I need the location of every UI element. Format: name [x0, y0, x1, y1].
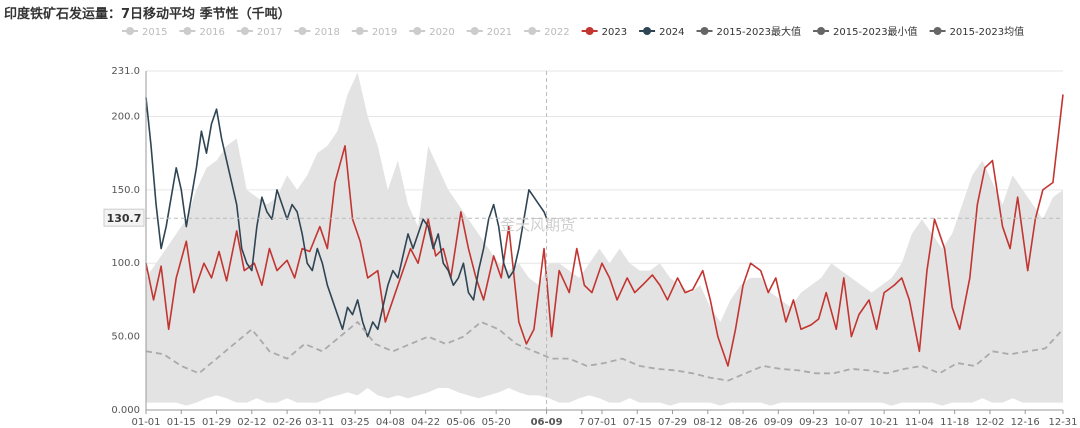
legend-label: 2024 — [659, 27, 684, 38]
legend-item-2023[interactable]: 2023 — [581, 27, 627, 38]
legend-label: 2017 — [257, 27, 282, 38]
legend-item-2017[interactable]: 2017 — [236, 27, 282, 38]
x-tick-label: 03-11 — [305, 417, 334, 428]
x-tick-label: 12-31 — [1048, 417, 1077, 428]
legend-label: 2020 — [429, 27, 454, 38]
legend-marker — [700, 27, 709, 35]
legend-label: 2015-2023均值 — [950, 25, 1025, 38]
x-tick-label: 12-02 — [975, 417, 1004, 428]
legend-marker — [240, 27, 249, 35]
legend-marker — [298, 27, 307, 35]
legend-label: 2018 — [314, 27, 339, 38]
x-tick-label: 09-23 — [799, 417, 828, 428]
x-tick-label: 07-15 — [623, 417, 652, 428]
legend-item-2021[interactable]: 2021 — [466, 27, 512, 38]
legend-label: 2015 — [142, 27, 167, 38]
chart-legend[interactable]: 2015 2016 2017 2018 2019 2020 2021 2022 2023 2024… — [122, 25, 1024, 38]
legend-label: 2022 — [544, 27, 569, 38]
y-tick-label: 150.0 — [111, 185, 140, 196]
x-tick-label: 02-12 — [237, 417, 266, 428]
x-tick-label: 11-18 — [940, 417, 969, 428]
y-tick-label: 50.00 — [111, 332, 140, 343]
x-tick-label: 01-01 — [131, 417, 160, 428]
legend-item-2018[interactable]: 2018 — [294, 27, 340, 38]
legend-label: 2015-2023最小值 — [833, 25, 918, 38]
legend-label: 2019 — [372, 27, 397, 38]
legend-item-2015-2023最小值[interactable]: 2015-2023最小值 — [813, 25, 918, 38]
legend-item-2022[interactable]: 2022 — [524, 27, 570, 38]
series-line-2023 — [145, 94, 1064, 367]
legend-item-2015-2023最大值[interactable]: 2015-2023最大值 — [696, 25, 802, 38]
y-tick-label: 100.0 — [111, 258, 140, 269]
x-tick-label: 12-16 — [1011, 417, 1040, 428]
legend-item-2019[interactable]: 2019 — [351, 27, 397, 38]
x-tick-label: 7 — [579, 417, 585, 428]
legend-item-2015-2023均值[interactable]: 2015-2023均值 — [929, 25, 1025, 38]
legend-marker — [126, 27, 134, 35]
y-tick-label: 0.000 — [111, 405, 140, 416]
legend-marker — [355, 27, 364, 35]
series-line-2024 — [145, 97, 548, 338]
x-tick-label: 02-26 — [273, 417, 302, 428]
series-lines — [145, 94, 1064, 382]
x-tick-label: 03-25 — [341, 417, 370, 428]
legend-marker — [183, 27, 192, 35]
chart-title: 印度铁矿石发运量：7日移动平均 季节性（千吨） — [4, 7, 291, 22]
x-tick-label: 04-08 — [376, 417, 405, 428]
x-tick-label: 05-06 — [446, 417, 475, 428]
max-min-area — [146, 72, 1063, 406]
legend-label: 2021 — [487, 27, 512, 38]
x-axis: 01-01 01-15 01-29 02-12 02-26 03-11 03-25 04-08… — [131, 409, 1078, 428]
series-line-2015-2023均值 — [145, 321, 1064, 382]
watermark: 金天风期货 — [500, 216, 575, 234]
x-tick-label: 01-29 — [202, 417, 231, 428]
legend-label: 2016 — [199, 27, 224, 38]
legend-marker — [528, 27, 537, 35]
y-tick-label: 231.0 — [111, 66, 140, 77]
x-tick-label: 05-20 — [482, 417, 511, 428]
legend-item-2015[interactable]: 2015 — [122, 27, 167, 38]
legend-marker — [413, 27, 422, 35]
x-tick-label: 07-01 — [587, 417, 616, 428]
x-tick-label: 10-07 — [834, 417, 863, 428]
legend-item-2020[interactable]: 2020 — [409, 27, 455, 38]
legend-marker — [933, 27, 942, 35]
legend-item-2024[interactable]: 2024 — [639, 27, 685, 38]
max-min-band — [146, 72, 1063, 406]
x-tick-label: 08-26 — [729, 417, 758, 428]
x-tick-label: 09-09 — [764, 417, 793, 428]
x-tick-label: 01-15 — [167, 417, 196, 428]
crosshair-value-box — [103, 208, 145, 227]
y-axis: 0.000 50.00 100.0 150.0 200.0 231.0 — [111, 66, 147, 416]
legend-marker — [643, 27, 652, 35]
x-tick-label: 11-04 — [905, 417, 934, 428]
crosshair-value-label: 130.7 — [107, 212, 142, 225]
legend-label: 2015-2023最大值 — [717, 25, 802, 38]
crosshair: 130.7 — [103, 71, 1063, 410]
y-tick-label: 200.0 — [111, 111, 140, 122]
legend-marker — [817, 27, 826, 35]
legend-label: 2023 — [602, 27, 627, 38]
legend-item-2016[interactable]: 2016 — [179, 27, 225, 38]
x-tick-label: 10-21 — [870, 417, 899, 428]
x-tick-label: 04-22 — [411, 417, 440, 428]
x-tick-label: 08-12 — [693, 417, 722, 428]
x-tick-label-highlight: 06-09 — [531, 417, 563, 428]
legend-marker — [470, 27, 479, 35]
legend-marker — [585, 27, 594, 35]
x-tick-label: 07-29 — [658, 417, 687, 428]
